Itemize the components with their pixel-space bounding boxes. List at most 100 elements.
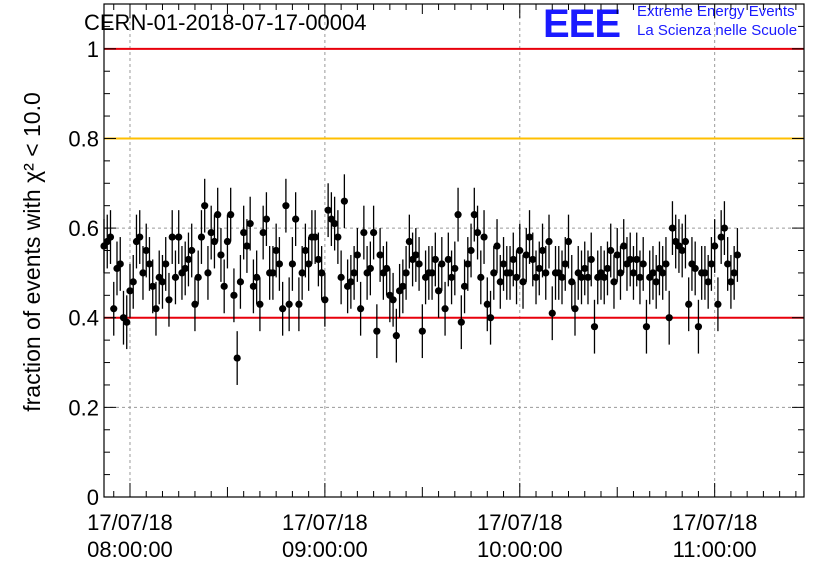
- data-point: [275, 260, 284, 268]
- x-tick-time: 11:00:00: [673, 537, 757, 562]
- x-tick-time: 08:00:00: [87, 537, 173, 562]
- data-point: [321, 296, 329, 304]
- data-point: [207, 228, 215, 237]
- data-point: [337, 273, 345, 281]
- data-point: [733, 251, 742, 259]
- data-point: [194, 273, 202, 281]
- x-tick-date: 17/07/18: [672, 510, 758, 535]
- data-point: [568, 278, 576, 286]
- data-point: [464, 260, 472, 268]
- y-tick-label: 0.8: [68, 126, 99, 151]
- data-point: [616, 269, 625, 277]
- data-point: [665, 314, 673, 322]
- data-point: [288, 260, 296, 268]
- data-point: [402, 269, 410, 277]
- data-point: [181, 264, 189, 273]
- y-tick-label: 1: [87, 37, 99, 62]
- x-tick-time: 09:00:00: [282, 537, 368, 562]
- data-point: [730, 269, 738, 277]
- data-point: [558, 273, 566, 281]
- data-point: [382, 264, 391, 273]
- data-point: [535, 264, 543, 273]
- data-point: [311, 233, 319, 241]
- data-point: [376, 251, 384, 259]
- data-point: [298, 269, 306, 277]
- data-point: [353, 251, 361, 259]
- data-point: [318, 269, 326, 277]
- data-point: [636, 273, 644, 281]
- data-point: [662, 260, 670, 268]
- data-point: [720, 224, 729, 232]
- data-point: [486, 314, 495, 322]
- data-point: [350, 269, 358, 277]
- data-point: [152, 305, 160, 313]
- data-point: [496, 278, 504, 286]
- data-point: [331, 220, 339, 228]
- data-point: [188, 246, 196, 255]
- data-point: [389, 296, 397, 304]
- data-point: [191, 300, 199, 308]
- data-point: [246, 220, 254, 228]
- data-point: [227, 211, 235, 219]
- data-point: [659, 269, 667, 277]
- data-point: [220, 282, 228, 290]
- data-point: [292, 215, 300, 223]
- data-point: [457, 318, 465, 326]
- data-point: [538, 246, 547, 255]
- data-point: [441, 305, 449, 313]
- data-point: [649, 269, 657, 277]
- data-point: [678, 246, 686, 255]
- eee-logo-text: Extreme Energy Events La Scienza nelle S…: [637, 2, 797, 40]
- data-point: [512, 273, 521, 281]
- data-point: [490, 269, 498, 277]
- data-point: [681, 237, 690, 246]
- y-tick-label: 0.2: [68, 395, 99, 420]
- data-point: [610, 278, 618, 286]
- data-point: [516, 246, 524, 255]
- x-tick-time: 10:00:00: [477, 537, 563, 562]
- data-point: [571, 305, 579, 313]
- data-point: [272, 246, 280, 255]
- data-point: [477, 273, 485, 281]
- data-point: [210, 237, 219, 246]
- data-point: [145, 260, 154, 268]
- data-point: [334, 233, 342, 241]
- data-point: [707, 260, 716, 268]
- data-point: [548, 309, 556, 317]
- data-point: [652, 278, 660, 286]
- data-point: [724, 260, 732, 268]
- data-point: [444, 255, 452, 264]
- y-tick-label: 0.4: [68, 306, 99, 331]
- data-point: [727, 278, 735, 286]
- data-point: [467, 246, 475, 255]
- data-point: [366, 264, 374, 273]
- data-point: [545, 237, 553, 246]
- data-point: [577, 273, 586, 281]
- y-tick-label: 0: [87, 485, 99, 510]
- data-point: [240, 228, 248, 237]
- data-point: [217, 251, 225, 259]
- reference-lines: [104, 47, 804, 319]
- data-point: [529, 255, 537, 264]
- data-point: [668, 224, 677, 232]
- data-point: [305, 260, 313, 268]
- data-point: [714, 300, 722, 308]
- data-point: [564, 237, 573, 246]
- data-point: [522, 251, 530, 259]
- data-point: [587, 255, 595, 264]
- data-point: [405, 237, 413, 246]
- data-point: [149, 282, 157, 290]
- data-point: [392, 332, 400, 340]
- data-point: [584, 273, 592, 281]
- data-point: [324, 206, 332, 214]
- data-point: [249, 282, 258, 290]
- data-point: [499, 260, 508, 268]
- data-point: [428, 269, 436, 277]
- data-point: [106, 233, 115, 241]
- data-point: [360, 228, 368, 237]
- data-point: [259, 228, 267, 237]
- data-point: [123, 318, 131, 326]
- x-tick-date: 17/07/18: [87, 510, 173, 535]
- data-point: [158, 278, 167, 286]
- data-point: [110, 305, 118, 313]
